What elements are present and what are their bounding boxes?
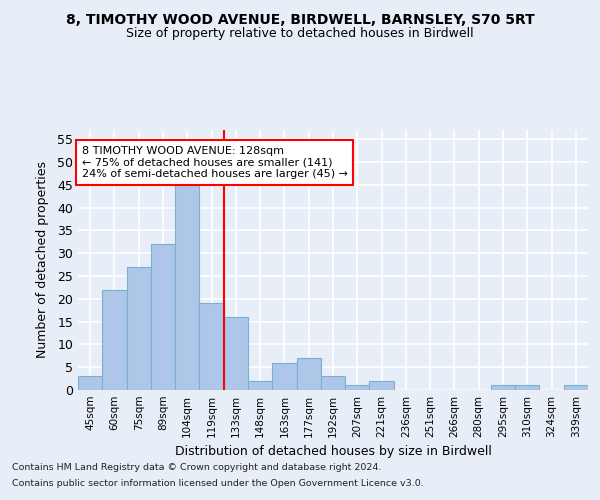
Bar <box>564 386 588 390</box>
Bar <box>272 362 296 390</box>
Y-axis label: Number of detached properties: Number of detached properties <box>36 162 49 358</box>
Text: Contains public sector information licensed under the Open Government Licence v3: Contains public sector information licen… <box>12 478 424 488</box>
Text: Contains HM Land Registry data © Crown copyright and database right 2024.: Contains HM Land Registry data © Crown c… <box>12 464 382 472</box>
Text: 8 TIMOTHY WOOD AVENUE: 128sqm
← 75% of detached houses are smaller (141)
24% of : 8 TIMOTHY WOOD AVENUE: 128sqm ← 75% of d… <box>82 146 347 179</box>
X-axis label: Distribution of detached houses by size in Birdwell: Distribution of detached houses by size … <box>175 446 491 458</box>
Bar <box>102 290 127 390</box>
Bar <box>296 358 321 390</box>
Bar <box>151 244 175 390</box>
Bar <box>248 381 272 390</box>
Bar <box>321 376 345 390</box>
Bar <box>127 267 151 390</box>
Bar <box>224 317 248 390</box>
Bar <box>78 376 102 390</box>
Bar <box>370 381 394 390</box>
Bar <box>175 180 199 390</box>
Text: 8, TIMOTHY WOOD AVENUE, BIRDWELL, BARNSLEY, S70 5RT: 8, TIMOTHY WOOD AVENUE, BIRDWELL, BARNSL… <box>65 12 535 26</box>
Bar <box>491 386 515 390</box>
Bar <box>345 386 370 390</box>
Bar <box>199 304 224 390</box>
Text: Size of property relative to detached houses in Birdwell: Size of property relative to detached ho… <box>126 28 474 40</box>
Bar <box>515 386 539 390</box>
